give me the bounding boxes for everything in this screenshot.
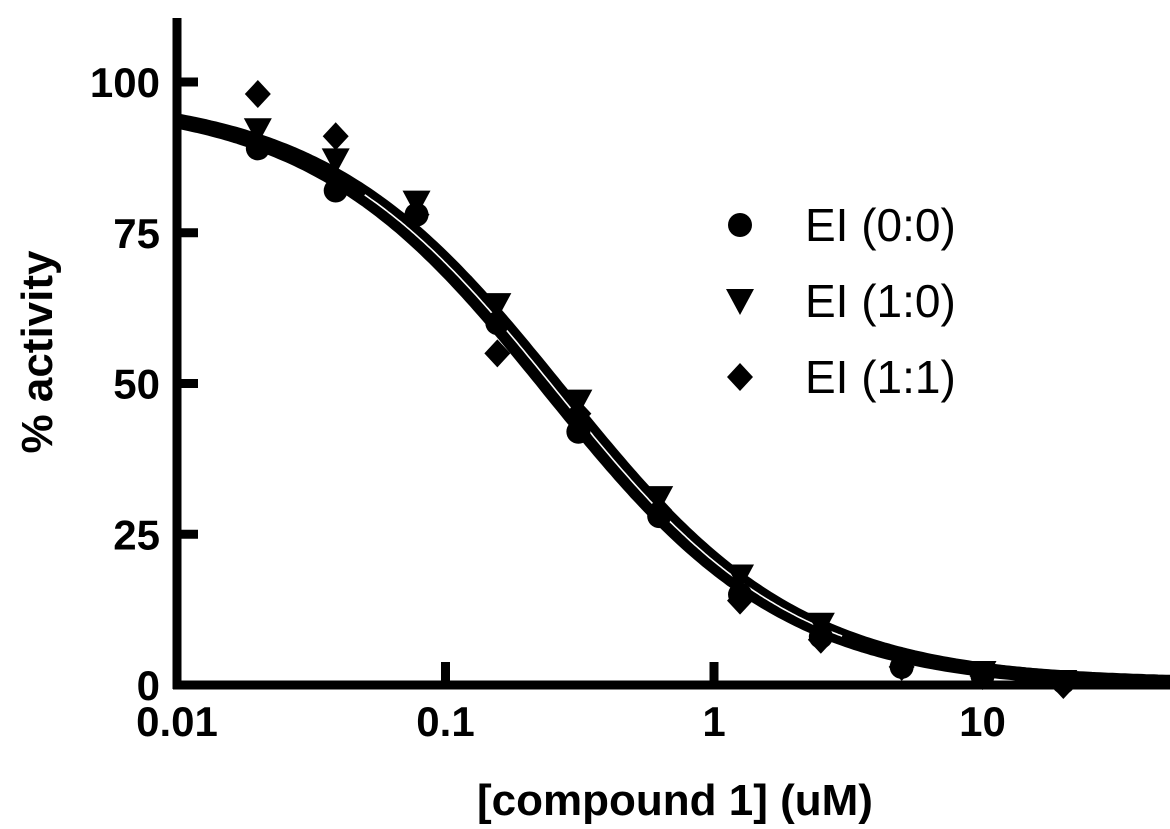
- data-point: [245, 136, 270, 161]
- x-tick-label: 0.01: [136, 698, 218, 745]
- data-point: [1050, 671, 1077, 699]
- y-tick-label: 0: [137, 662, 160, 709]
- data-point: [322, 122, 349, 151]
- data-point: [484, 339, 511, 368]
- fit-curve: [174, 114, 1170, 689]
- curve-separator: [364, 194, 843, 637]
- y-tick-label: 100: [90, 59, 160, 106]
- data-point: [807, 625, 834, 654]
- data-point: [969, 661, 996, 690]
- legend-label: EI (0:0): [805, 199, 956, 251]
- legend-marker: [726, 289, 754, 315]
- legend-marker: [728, 213, 752, 237]
- legend-label: EI (1:1): [805, 351, 956, 403]
- fit-curves: [174, 113, 1170, 689]
- y-tick-label: 75: [113, 210, 160, 257]
- x-tick-label: 10: [959, 698, 1006, 745]
- legend-marker: [727, 363, 753, 391]
- data-point: [244, 80, 271, 109]
- data-point: [565, 399, 592, 428]
- data-point: [727, 586, 754, 615]
- x-axis-title: [compound 1] (uM): [477, 776, 873, 825]
- legend-label: EI (1:0): [805, 275, 956, 327]
- data-point: [243, 118, 272, 145]
- data-point: [321, 148, 350, 175]
- data-point: [485, 311, 510, 336]
- data-point: [323, 178, 348, 203]
- data-point: [403, 200, 430, 229]
- y-tick-label: 25: [113, 511, 160, 558]
- x-ticks: 0.01 0.1 1 10: [136, 662, 1006, 745]
- data-point: [726, 564, 755, 591]
- x-tick-label: 0.1: [416, 698, 474, 745]
- legend: EI (0:0) EI (1:0) EI (1:1): [726, 199, 956, 403]
- y-tick-label: 50: [113, 361, 160, 408]
- fit-curve: [175, 114, 1170, 688]
- fit-curve: [175, 113, 1170, 688]
- data-point: [806, 612, 835, 639]
- y-ticks: 0 25 50 75 100: [90, 59, 198, 709]
- data-point: [566, 419, 591, 444]
- data-points: [243, 80, 1078, 699]
- data-point: [888, 652, 915, 681]
- y-axis-title: % activity: [13, 250, 62, 454]
- data-point: [646, 496, 673, 525]
- axes: 0.01 0.1 1 10 0 25 50 75 100: [90, 18, 1170, 745]
- x-tick-label: 1: [702, 698, 725, 745]
- data-point: [483, 293, 512, 320]
